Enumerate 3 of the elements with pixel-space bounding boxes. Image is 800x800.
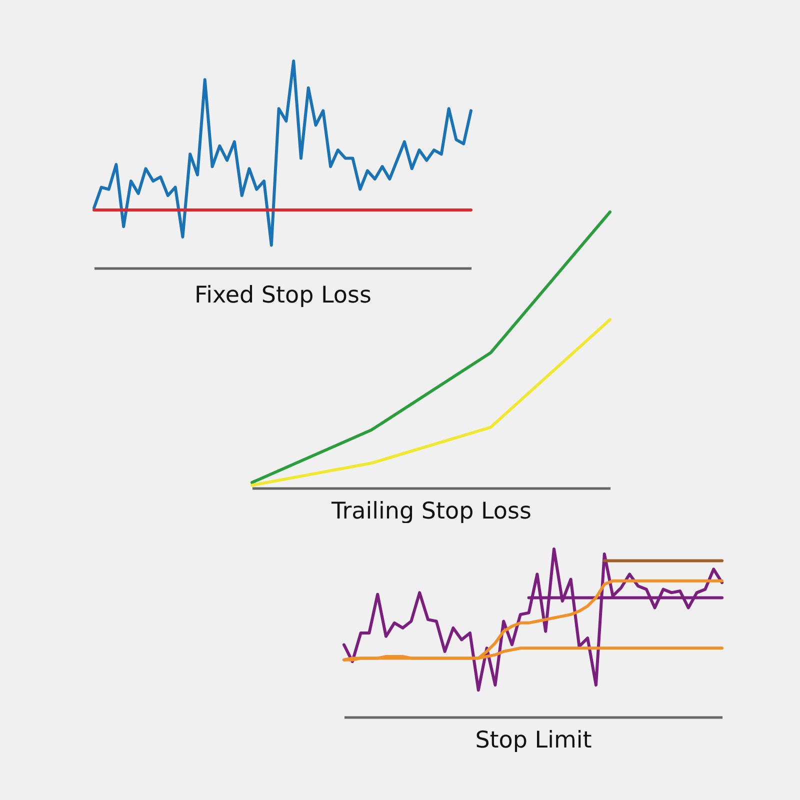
x-axis-title: Stop Limit	[475, 728, 592, 754]
x-axis-title: Trailing Stop Loss	[330, 498, 532, 524]
x-axis-title: Fixed Stop Loss	[194, 282, 372, 308]
